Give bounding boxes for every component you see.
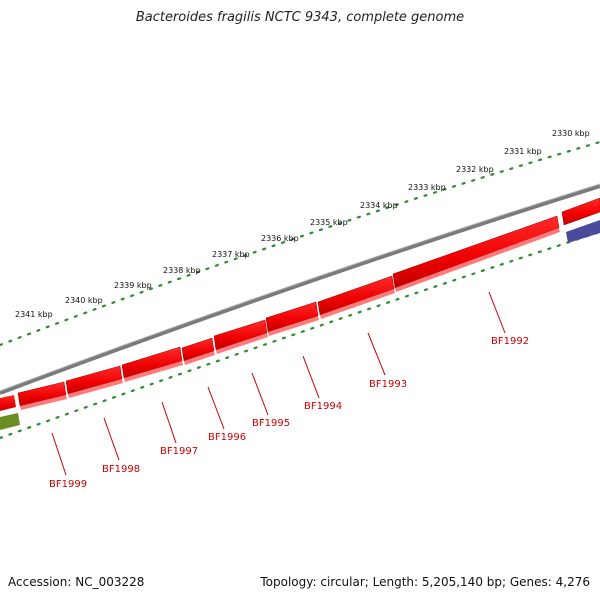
gene-arrow-green[interactable] [0, 413, 20, 430]
kbp-label: 2335 kbp [310, 218, 348, 227]
gene-label-bf1992[interactable]: BF1992 [491, 336, 529, 347]
leader-line-bf1999 [51, 432, 67, 476]
leader-line-bf1997 [161, 401, 177, 444]
leader-line-bf1993 [367, 332, 386, 376]
page-title: Bacteroides fragilis NCTC 9343, complete… [135, 10, 465, 25]
gene-arrow-blue[interactable] [566, 220, 600, 243]
gene-label-bf1996[interactable]: BF1996 [208, 432, 246, 443]
kbp-label: 2336 kbp [261, 234, 299, 243]
gene-label-bf1998[interactable]: BF1998 [102, 464, 140, 475]
leader-line-bf1992 [488, 291, 506, 334]
leader-line-bf1998 [103, 417, 120, 461]
kbp-label: 2339 kbp [114, 281, 152, 290]
backbone-line [0, 184, 600, 395]
kbp-label: 2333 kbp [408, 183, 446, 192]
gene-label-bf1997[interactable]: BF1997 [160, 446, 198, 457]
kbp-label: 2331 kbp [504, 147, 542, 156]
kbp-labels: 2330 kbp 2331 kbp 2332 kbp 2333 kbp 2334… [15, 129, 590, 319]
outer-ruler [0, 140, 600, 347]
kbp-label: 2337 kbp [212, 250, 250, 259]
inner-ruler [0, 230, 600, 440]
kbp-label: 2338 kbp [163, 266, 201, 275]
leader-line-bf1995 [251, 372, 269, 416]
gene-labels: BF1992 BF1993 BF1994 BF1995 BF1996 BF199… [49, 291, 529, 490]
gene-label-bf1995[interactable]: BF1995 [252, 418, 290, 429]
gene-arrow-track [0, 197, 600, 411]
kbp-label: 2340 kbp [65, 296, 103, 305]
leader-line-bf1996 [207, 386, 225, 430]
kbp-label: 2330 kbp [552, 129, 590, 138]
gene-label-bf1994[interactable]: BF1994 [304, 401, 342, 412]
genome-summary-text: Topology: circular; Length: 5,205,140 bp… [260, 575, 590, 589]
gene-label-bf1993[interactable]: BF1993 [369, 379, 407, 390]
gene-label-bf1999[interactable]: BF1999 [49, 479, 87, 490]
leader-line-bf1994 [302, 355, 320, 399]
kbp-label: 2332 kbp [456, 165, 494, 174]
gene-arrow-partial-right[interactable] [561, 197, 600, 226]
kbp-label: 2334 kbp [360, 201, 398, 210]
accession-text: Accession: NC_003228 [8, 575, 145, 589]
gene-arrow-partial-left[interactable] [0, 395, 16, 411]
kbp-label: 2341 kbp [15, 310, 53, 319]
